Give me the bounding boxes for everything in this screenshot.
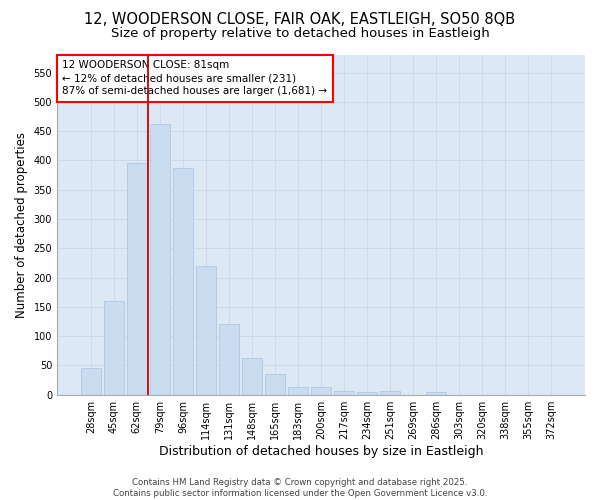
Bar [150, 124, 170, 394]
Bar [311, 386, 331, 394]
Bar [380, 390, 400, 394]
X-axis label: Distribution of detached houses by size in Eastleigh: Distribution of detached houses by size … [159, 444, 483, 458]
Text: 12, WOODERSON CLOSE, FAIR OAK, EASTLEIGH, SO50 8QB: 12, WOODERSON CLOSE, FAIR OAK, EASTLEIGH… [85, 12, 515, 28]
Bar [334, 391, 354, 394]
Text: Size of property relative to detached houses in Eastleigh: Size of property relative to detached ho… [110, 28, 490, 40]
Text: Contains HM Land Registry data © Crown copyright and database right 2025.
Contai: Contains HM Land Registry data © Crown c… [113, 478, 487, 498]
Text: 12 WOODERSON CLOSE: 81sqm
← 12% of detached houses are smaller (231)
87% of semi: 12 WOODERSON CLOSE: 81sqm ← 12% of detac… [62, 60, 328, 96]
Bar [427, 392, 446, 394]
Bar [196, 266, 216, 394]
Y-axis label: Number of detached properties: Number of detached properties [15, 132, 28, 318]
Bar [127, 164, 146, 394]
Bar [104, 301, 124, 394]
Bar [357, 392, 377, 394]
Bar [219, 324, 239, 394]
Bar [242, 358, 262, 394]
Bar [173, 168, 193, 394]
Bar [81, 368, 101, 394]
Bar [288, 386, 308, 394]
Bar [265, 374, 285, 394]
